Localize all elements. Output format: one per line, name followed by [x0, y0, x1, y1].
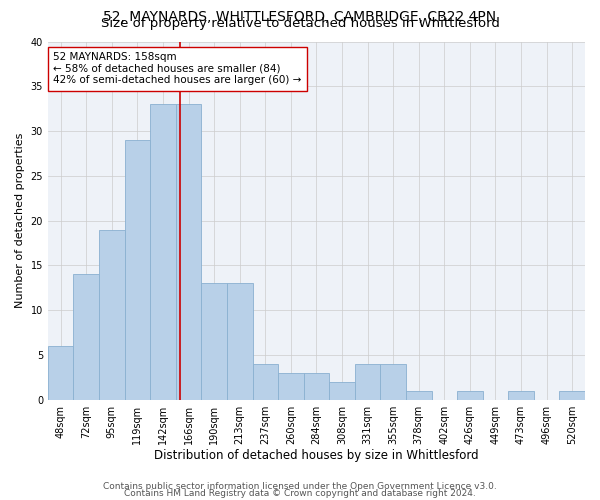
Bar [355, 364, 380, 400]
Bar [457, 391, 482, 400]
Bar [150, 104, 176, 400]
Bar [99, 230, 125, 400]
Bar [559, 391, 585, 400]
Bar [304, 373, 329, 400]
Text: 52, MAYNARDS, WHITTLESFORD, CAMBRIDGE, CB22 4PN: 52, MAYNARDS, WHITTLESFORD, CAMBRIDGE, C… [103, 10, 497, 24]
Bar [329, 382, 355, 400]
Bar [176, 104, 202, 400]
Bar [125, 140, 150, 400]
Bar [406, 391, 431, 400]
Bar [508, 391, 534, 400]
Bar [380, 364, 406, 400]
Bar [278, 373, 304, 400]
Text: Contains HM Land Registry data © Crown copyright and database right 2024.: Contains HM Land Registry data © Crown c… [124, 488, 476, 498]
Text: Contains public sector information licensed under the Open Government Licence v3: Contains public sector information licen… [103, 482, 497, 491]
Bar [227, 284, 253, 400]
Text: 52 MAYNARDS: 158sqm
← 58% of detached houses are smaller (84)
42% of semi-detach: 52 MAYNARDS: 158sqm ← 58% of detached ho… [53, 52, 302, 86]
Bar [253, 364, 278, 400]
X-axis label: Distribution of detached houses by size in Whittlesford: Distribution of detached houses by size … [154, 450, 479, 462]
Bar [73, 274, 99, 400]
Y-axis label: Number of detached properties: Number of detached properties [15, 133, 25, 308]
Bar [48, 346, 73, 400]
Bar [202, 284, 227, 400]
Text: Size of property relative to detached houses in Whittlesford: Size of property relative to detached ho… [101, 18, 499, 30]
